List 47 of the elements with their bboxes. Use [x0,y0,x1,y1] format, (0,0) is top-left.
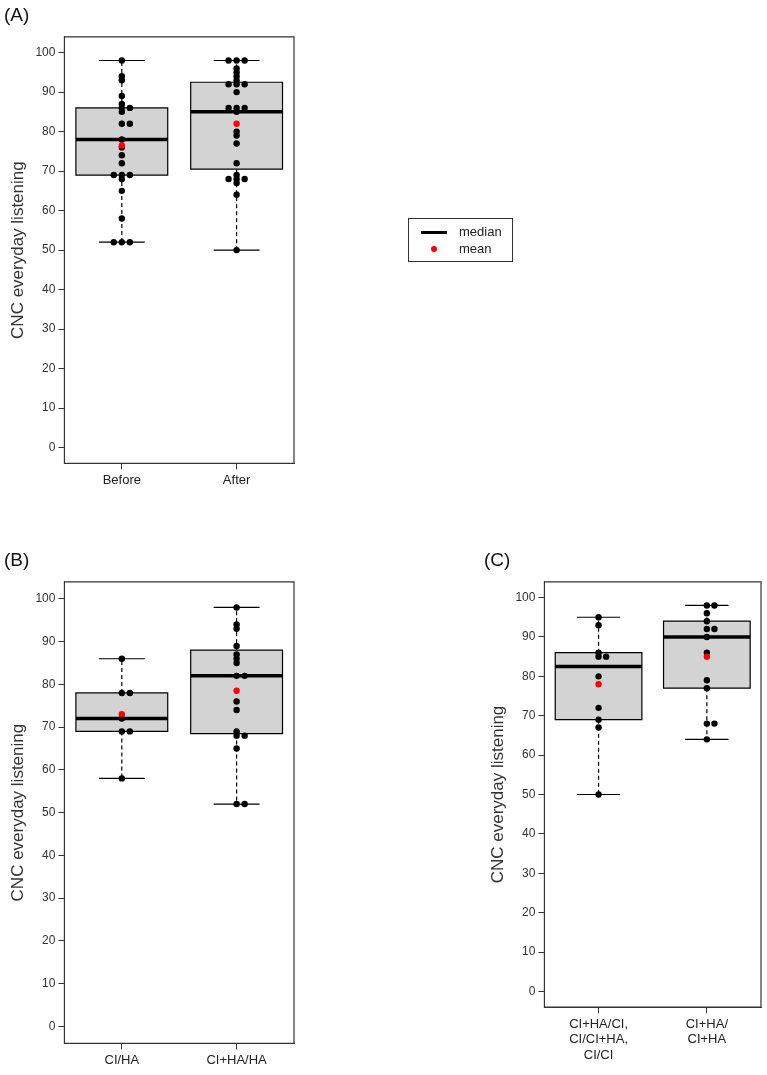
y-axis-title: CNC everyday listening [487,705,507,884]
x-tick-label: Before [102,471,141,487]
y-tick-label: 30 [42,890,56,905]
y-tick-label: 70 [42,163,56,178]
y-axis-title: CNC everyday listening [7,723,27,902]
legend-label: mean [459,241,492,256]
y-tick-label: 10 [42,975,56,990]
y-tick-label: 20 [42,933,56,948]
chart-title: (C) [484,548,511,570]
y-tick-label: 30 [42,321,56,336]
chart-title: (A) [4,3,30,25]
y-tick-label: 20 [522,904,536,919]
y-tick-label: 50 [42,804,56,819]
y-tick-label: 80 [42,676,56,691]
y-tick-label: 40 [42,281,56,296]
y-tick-label: 60 [42,762,56,777]
y-tick-label: 100 [35,44,56,59]
y-tick-label: 0 [528,983,536,998]
x-tick-label: After [222,471,251,487]
y-tick-label: 100 [515,589,536,604]
y-tick-label: 10 [522,944,536,959]
y-tick-label: 30 [522,865,536,880]
y-tick-label: 0 [48,1018,56,1033]
text: median [459,224,502,239]
x-tick-label: CI+HA/CI, CI/CI+HA, CI/CI [569,1015,628,1062]
chart-title: (B) [4,548,30,570]
x-tick-label: CI/HA [104,1051,140,1067]
y-tick-label: 60 [522,747,536,762]
y-tick-label: 90 [522,629,536,644]
y-tick-label: 50 [522,786,536,801]
y-tick-label: 0 [48,439,56,454]
y-tick-label: 40 [42,847,56,862]
y-tick-label: 20 [42,360,56,375]
y-axis-title: CNC everyday listening [7,161,27,339]
y-tick-label: 90 [42,633,56,648]
y-tick-label: 80 [522,668,536,683]
x-tick-label: CI+HA/HA [206,1051,268,1067]
y-tick-label: 40 [522,826,536,841]
x-tick-label: CI+HA/ CI+HA [685,1015,729,1047]
y-tick-label: 70 [42,719,56,734]
y-tick-label: 10 [42,400,56,415]
y-tick-label: 90 [42,84,56,99]
y-tick-label: 100 [35,591,56,606]
y-tick-label: 70 [522,708,536,723]
y-tick-label: 80 [42,123,56,138]
y-tick-label: 60 [42,202,56,217]
y-tick-label: 50 [42,242,56,257]
